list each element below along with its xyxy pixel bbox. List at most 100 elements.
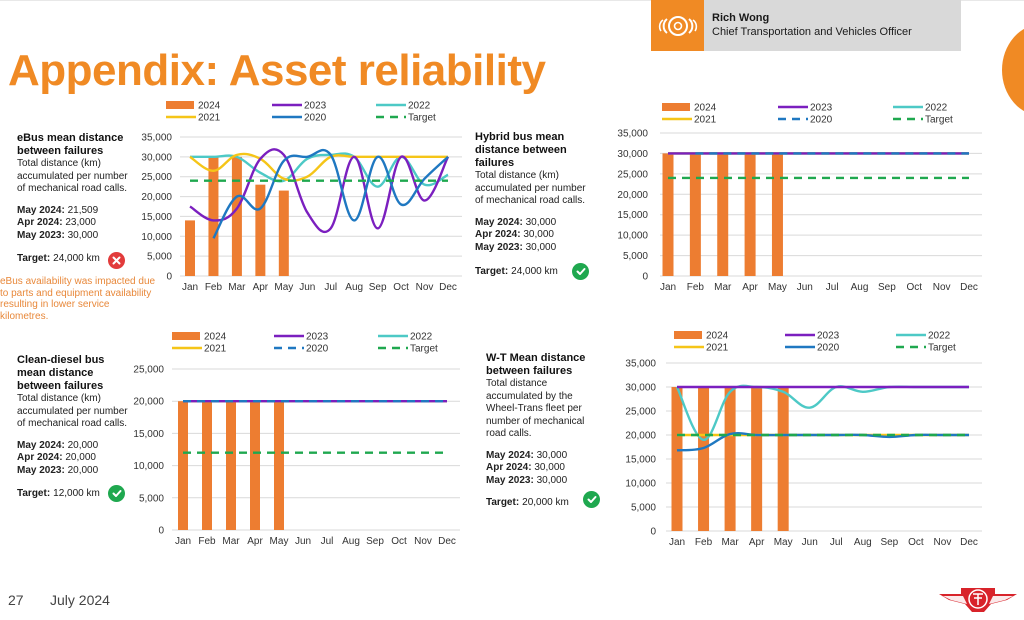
page-number: 27	[8, 592, 24, 608]
bar-2024	[255, 184, 266, 276]
x-tick-label: May	[774, 537, 793, 548]
y-tick-label: 35,000	[141, 133, 172, 144]
hybrid-desc-line: of mechanical road calls.	[475, 195, 586, 206]
x-tick-label: Jan	[660, 282, 676, 293]
x-tick-label: Jan	[182, 282, 198, 293]
hybrid-desc-line: accumulated per number	[475, 182, 586, 194]
x-tick-label: Nov	[416, 282, 434, 293]
ebus-heading-line: between failures	[17, 145, 104, 157]
x-tick-label: Aug	[342, 536, 360, 547]
diesel-heading-line: Clean-diesel bus	[17, 354, 105, 366]
y-tick-label: 0	[642, 272, 648, 283]
y-tick-label: 20,000	[617, 190, 648, 201]
diesel-target: Target: 12,000 km	[17, 488, 100, 499]
x-tick-label: Jul	[830, 537, 843, 548]
line-2020	[212, 148, 449, 239]
bar-2024	[698, 387, 710, 531]
ebus-stat: May 2023: 30,000	[17, 229, 99, 241]
legend-label: Target	[925, 115, 953, 126]
legend-label: Target	[410, 344, 438, 355]
y-tick-label: 15,000	[617, 210, 648, 221]
x-tick-label: Aug	[851, 282, 869, 293]
legend-label: 2021	[198, 113, 221, 124]
y-tick-label: 5,000	[139, 493, 164, 504]
y-tick-label: 5,000	[631, 503, 656, 514]
line-2022	[675, 384, 969, 441]
presenter-header: Rich Wong Chief Transportation and Vehic…	[651, 0, 961, 51]
legend-label: 2022	[410, 332, 433, 343]
ebus-heading-line: eBus mean distance	[17, 132, 124, 144]
wt-desc-line: road calls.	[486, 428, 532, 439]
y-tick-label: 0	[166, 272, 172, 283]
x-tick-label: Mar	[228, 282, 246, 293]
x-tick-label: Jun	[299, 282, 315, 293]
diesel-stat: Apr 2024: 20,000	[17, 452, 96, 463]
legend-label: 2022	[928, 331, 951, 342]
bar-2024	[208, 156, 219, 276]
hybrid-heading-line: distance between	[475, 144, 567, 156]
legend-label: 2020	[304, 113, 327, 124]
bar-2024	[671, 387, 683, 531]
diesel-description: Clean-diesel bus mean distance between f…	[17, 354, 137, 477]
x-tick-label: Jul	[826, 282, 839, 293]
diesel-desc-line: Total distance (km)	[17, 393, 101, 404]
ebus-stat: May 2024: 21,509	[17, 204, 99, 216]
y-tick-label: 10,000	[133, 461, 164, 472]
ebus-target: Target: 24,000 km	[17, 253, 100, 264]
bar-2024	[250, 401, 260, 530]
y-tick-label: 20,000	[625, 431, 656, 442]
x-tick-label: Sep	[880, 537, 898, 548]
wt-stat: May 2023: 30,000	[486, 474, 568, 486]
diesel-stat: May 2024: 20,000	[17, 439, 99, 451]
x-tick-label: Jul	[321, 536, 334, 547]
x-tick-label: Jun	[295, 536, 311, 547]
decorative-circle	[1002, 24, 1024, 116]
bar-2024	[662, 153, 674, 276]
hybrid-desc-line: Total distance (km)	[475, 170, 559, 181]
x-tick-label: Sep	[878, 282, 896, 293]
legend-label: 2021	[694, 115, 717, 126]
y-tick-label: 30,000	[617, 149, 648, 160]
wt-heading-line: between failures	[486, 365, 573, 377]
page-title: Appendix: Asset reliability	[8, 46, 546, 95]
bar-2024	[777, 387, 789, 531]
x-tick-label: Oct	[391, 536, 407, 547]
hybrid-target: Target: 24,000 km	[475, 266, 558, 277]
legend-swatch-2024	[674, 331, 702, 339]
x-tick-label: Dec	[960, 537, 978, 548]
bar-2024	[751, 387, 763, 531]
x-tick-label: Apr	[253, 282, 269, 293]
ebus-desc-line: of mechanical road calls.	[17, 183, 128, 194]
bar-2024	[689, 153, 701, 276]
bar-2024	[185, 220, 195, 276]
top-rule	[0, 0, 1024, 1]
x-tick-label: Jan	[175, 536, 191, 547]
bar-2024	[724, 387, 736, 531]
legend-label: 2022	[408, 101, 431, 112]
x-tick-label: Oct	[906, 282, 922, 293]
diesel-heading-line: mean distance	[17, 367, 94, 379]
bar-2024	[202, 401, 212, 530]
diesel-stat: May 2023: 20,000	[17, 464, 99, 476]
ebus-description: eBus mean distance between failures Tota…	[17, 132, 177, 242]
x-tick-label: Mar	[721, 537, 739, 548]
y-tick-label: 10,000	[617, 231, 648, 242]
legend-label: 2020	[817, 343, 840, 354]
wt-desc-line: Wheel-Trans fleet per	[486, 403, 582, 414]
wt-desc-line: number of mechanical	[486, 415, 585, 427]
x-tick-label: Oct	[393, 282, 409, 293]
x-tick-label: Jun	[797, 282, 813, 293]
y-tick-label: 15,000	[133, 429, 164, 440]
hybrid-heading-line: Hybrid bus mean	[475, 131, 565, 143]
y-tick-label: 10,000	[141, 232, 172, 243]
x-tick-label: Jul	[324, 282, 337, 293]
hybrid-stat: May 2024: 30,000	[475, 216, 557, 228]
bar-2024	[274, 401, 284, 530]
bar-2024	[744, 153, 756, 276]
wt-target: Target: 20,000 km	[486, 497, 569, 508]
x-tick-label: Sep	[369, 282, 387, 293]
x-tick-label: Apr	[742, 282, 758, 293]
